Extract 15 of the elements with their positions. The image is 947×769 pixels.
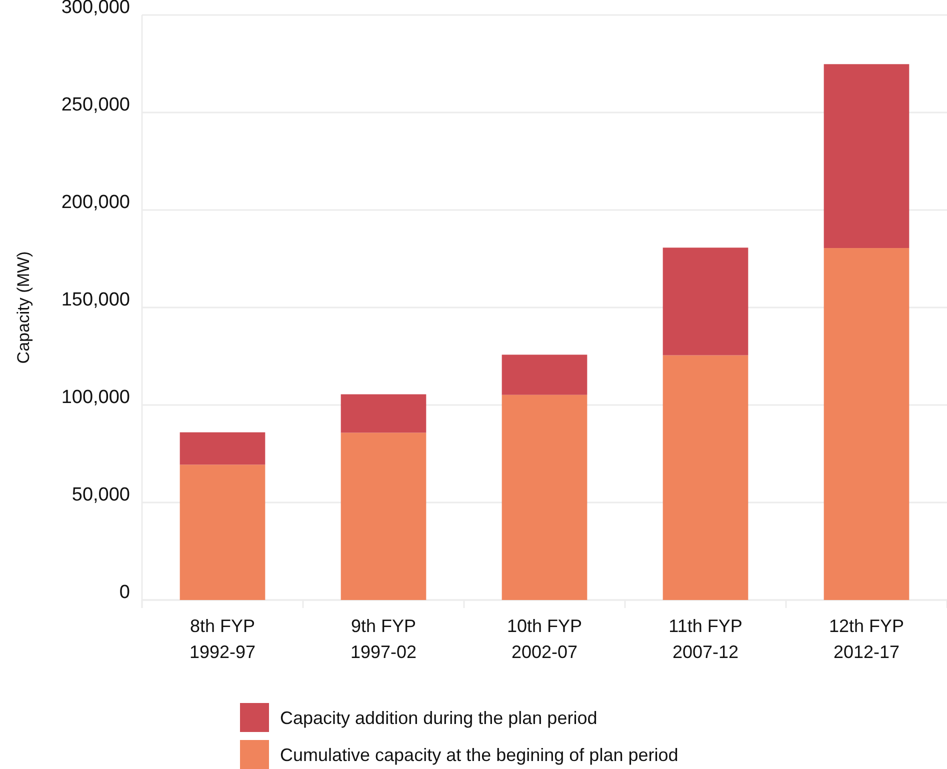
x-tick-label: 12th FYP 2012-17	[828, 616, 904, 662]
x-tick-label: 8th FYP 1992-97	[189, 616, 256, 662]
legend-label: Cumulative capacity at the begining of plan period	[280, 745, 678, 765]
y-tick-label: 200,000	[61, 192, 130, 214]
y-tick-label: 0	[119, 582, 130, 604]
x-tick-label: 10th FYP 2002-07	[506, 616, 582, 662]
y-tick-label: 300,000	[61, 0, 130, 18]
y-tick-label: 150,000	[61, 290, 130, 311]
y-tick-label: 250,000	[61, 94, 130, 116]
y-axis-title: Capacity (MW)	[14, 251, 33, 364]
x-tick-label: 11th FYP 2007-12	[668, 616, 742, 662]
legend-label: Capacity addition during the plan period	[280, 708, 598, 728]
y-tick-label: 100,000	[61, 387, 130, 408]
x-tick-label: 9th FYP 1997-02	[350, 616, 417, 662]
y-tick-label: 50,000	[72, 484, 130, 506]
